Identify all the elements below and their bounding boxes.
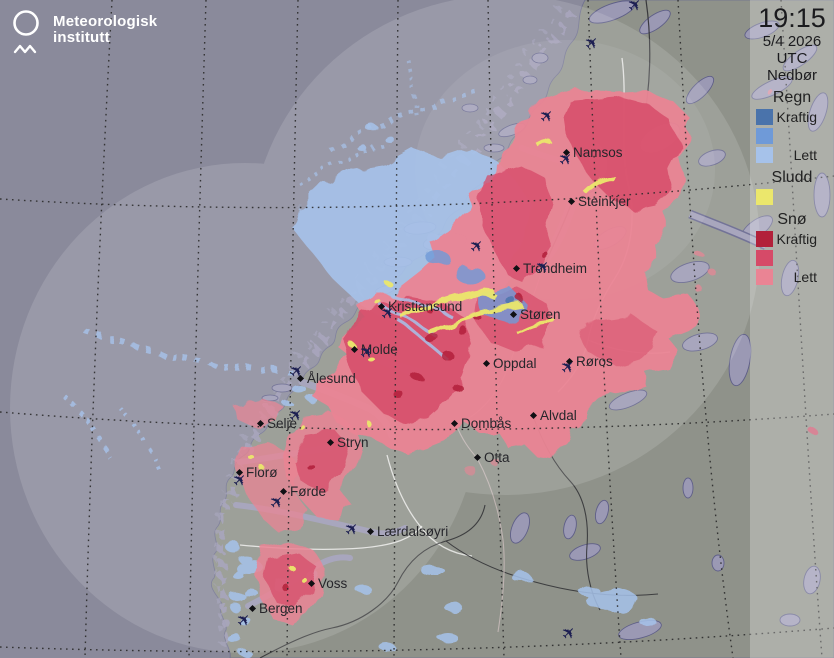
city-label: Støren bbox=[520, 306, 561, 322]
city-label: Otta bbox=[484, 449, 510, 465]
legend-color-swatch bbox=[756, 249, 773, 266]
city-marker-icon bbox=[366, 527, 375, 535]
city-marker-icon bbox=[482, 359, 491, 367]
airport-plane-icon: ✈ bbox=[340, 517, 364, 541]
city-label: Steinkjer bbox=[578, 193, 631, 209]
legend-color-swatch bbox=[756, 230, 773, 247]
city-r-ros: Røros bbox=[565, 353, 613, 369]
city-label: Bergen bbox=[259, 600, 303, 616]
city-label: Selje bbox=[267, 415, 298, 431]
city-marker-icon bbox=[326, 438, 335, 446]
legend-swatch-label: Kraftig bbox=[776, 108, 817, 125]
legend-color-swatch bbox=[756, 146, 773, 163]
city-label: Trondheim bbox=[523, 260, 588, 276]
timezone: UTC bbox=[776, 50, 808, 67]
city-marker-icon bbox=[307, 579, 316, 587]
city-l-rdals-yri: Lærdalsøyri bbox=[366, 523, 449, 539]
sleet-areas bbox=[249, 140, 615, 581]
city-marker-icon bbox=[248, 604, 257, 612]
product-name: Nedbør bbox=[766, 67, 818, 84]
city-label: Røros bbox=[576, 353, 613, 369]
legend-swatch-label: Lett bbox=[793, 268, 817, 285]
city-stryn: Stryn bbox=[326, 434, 369, 450]
city-selje: Selje bbox=[256, 415, 298, 431]
city-label: Florø bbox=[246, 464, 278, 480]
legend: Regn Kraftig Lett Sludd Snø Kraftig Lett bbox=[750, 89, 834, 286]
legend-section-title: Regn bbox=[772, 89, 812, 106]
legend-row: Lett bbox=[750, 267, 834, 286]
city-flor-: Florø bbox=[235, 464, 278, 480]
clock-time: 19:15 bbox=[758, 3, 826, 33]
city-f-rde: Førde bbox=[279, 483, 327, 499]
city-label: Førde bbox=[290, 483, 327, 499]
city-trondheim: Trondheim bbox=[512, 260, 588, 276]
legend-color-swatch bbox=[756, 108, 773, 125]
legend-section-title: Sludd bbox=[771, 169, 813, 186]
met-institute-logo: Meteorologisk institutt bbox=[12, 8, 157, 60]
legend-row: Kraftig bbox=[750, 107, 834, 126]
city-marker-icon bbox=[509, 310, 518, 318]
met-logo-line2: institutt bbox=[53, 29, 110, 46]
city-otta: Otta bbox=[473, 449, 510, 465]
city-voss: Voss bbox=[307, 575, 348, 591]
city-oppdal: Oppdal bbox=[482, 355, 537, 371]
date: 5/4 2026 bbox=[762, 33, 822, 50]
airport-plane-icon: ✈ bbox=[465, 234, 489, 258]
legend-section-title: Snø bbox=[777, 211, 807, 228]
city-st-ren: Støren bbox=[509, 306, 561, 322]
city-label: Alvdal bbox=[540, 407, 577, 423]
airport-plane-icon: ✈ bbox=[580, 31, 604, 55]
city-steinkjer: Steinkjer bbox=[567, 193, 631, 209]
city-label: Voss bbox=[318, 575, 348, 591]
city-label: Lærdalsøyri bbox=[377, 523, 449, 539]
info-legend-panel: 19:15 5/4 2026 UTC Nedbør Regn Kraftig Let… bbox=[750, 0, 834, 658]
airport-plane-icon: ✈ bbox=[623, 0, 647, 17]
city-label: Dombås bbox=[461, 415, 512, 431]
airport-plane-icon: ✈ bbox=[535, 104, 559, 128]
met-logo-line1: Meteorologisk bbox=[53, 13, 158, 30]
met-logo-text: Meteorologisk institutt bbox=[53, 14, 157, 46]
city-bergen: Bergen bbox=[248, 600, 303, 616]
city-marker-icon bbox=[256, 419, 265, 427]
city-marker-icon bbox=[450, 419, 459, 427]
legend-swatch-label: Lett bbox=[793, 146, 817, 163]
city-label: Ålesund bbox=[307, 370, 356, 386]
legend-row bbox=[750, 126, 834, 145]
legend-row bbox=[750, 187, 834, 206]
airport-plane-icon: ✈ bbox=[557, 621, 581, 645]
legend-color-swatch bbox=[756, 268, 773, 285]
city-marker-icon bbox=[512, 264, 521, 272]
city-molde: Molde bbox=[350, 341, 398, 357]
city-label: Namsos bbox=[573, 144, 623, 160]
city-label: Molde bbox=[361, 341, 398, 357]
city-marker-icon bbox=[529, 411, 538, 419]
legend-row bbox=[750, 248, 834, 267]
city-domb-s: Dombås bbox=[450, 415, 512, 431]
city-marker-icon bbox=[279, 487, 288, 495]
snow-heavy-spots bbox=[282, 252, 549, 591]
city--lesund: Ålesund bbox=[296, 370, 356, 386]
city-namsos: Namsos bbox=[562, 144, 623, 160]
city-marker-icon bbox=[473, 453, 482, 461]
city-label: Oppdal bbox=[493, 355, 537, 371]
legend-color-swatch bbox=[756, 127, 773, 144]
met-logo-icon bbox=[13, 10, 39, 54]
city-marker-icon bbox=[567, 197, 576, 205]
city-label: Kristiansund bbox=[388, 298, 463, 314]
legend-row: Kraftig bbox=[750, 229, 834, 248]
legend-color-swatch bbox=[756, 188, 773, 205]
archipelago bbox=[214, 4, 575, 651]
city-alvdal: Alvdal bbox=[529, 407, 577, 423]
legend-row: Lett bbox=[750, 145, 834, 164]
city-label: Stryn bbox=[337, 434, 369, 450]
legend-swatch-label: Kraftig bbox=[776, 230, 817, 247]
city-kristiansund: Kristiansund bbox=[377, 298, 463, 314]
